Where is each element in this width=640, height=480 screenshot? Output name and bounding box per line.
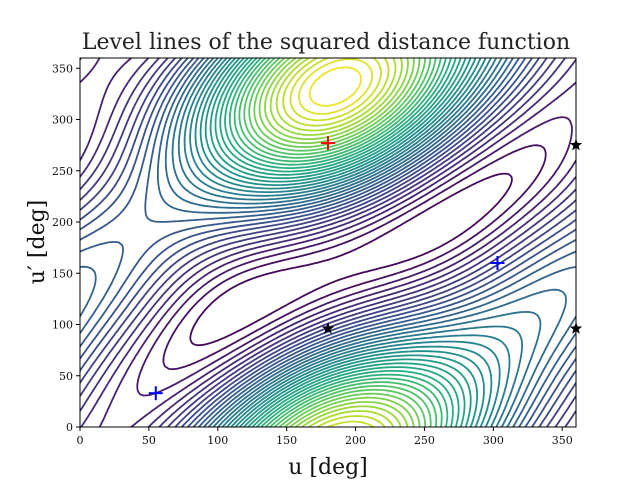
x-tick-label: 150: [276, 434, 297, 447]
contour-line: [80, 58, 576, 427]
contour-line: [80, 58, 576, 427]
x-tick-label: 200: [345, 434, 366, 447]
x-tick-label: 0: [77, 434, 84, 447]
saddle-star-marker: [321, 322, 335, 334]
y-tick-label: 350: [52, 62, 73, 75]
maximum-plus-marker: [321, 136, 335, 151]
contour-line: [248, 58, 427, 427]
y-tick-label: 50: [59, 370, 73, 383]
contour-line: [204, 58, 478, 427]
contour-line: [80, 58, 576, 427]
x-tick-label: 300: [483, 434, 504, 447]
contour-line: [214, 58, 466, 427]
chart-title: Level lines of the squared distance func…: [82, 30, 570, 55]
x-tick-label: 100: [207, 434, 228, 447]
contour-line: [189, 172, 513, 347]
y-tick-label: 0: [66, 421, 73, 434]
contour-line: [80, 58, 576, 427]
contour-line: [219, 58, 460, 427]
y-tick-label: 300: [52, 114, 73, 127]
contour-line: [136, 116, 573, 397]
contour-line: [162, 144, 547, 371]
plot-frame: [79, 57, 577, 428]
y-tick-label: 100: [52, 319, 73, 332]
y-tick-label: 150: [52, 267, 73, 280]
contour-line: [228, 58, 449, 427]
contour-line: [80, 58, 576, 427]
contour-line: [308, 66, 362, 107]
contour-line: [209, 58, 472, 427]
contour-line: [298, 58, 374, 115]
contour-line: [238, 58, 438, 427]
contour-line: [171, 58, 542, 427]
contour-line: [189, 58, 501, 427]
contour-line: [194, 58, 493, 427]
x-tick-label: 250: [414, 434, 435, 447]
y-axis-ticks: 0 50 100 150 200 250 300 350: [52, 62, 80, 434]
contour-line: [233, 58, 443, 427]
contour-line: [164, 58, 567, 427]
x-axis-label: u [deg]: [288, 455, 368, 480]
y-axis-label: u′ [deg]: [25, 200, 50, 285]
contour-line: [258, 58, 415, 427]
contour-line: [183, 58, 511, 427]
y-tick-label: 200: [52, 216, 73, 229]
x-tick-label: 350: [552, 434, 573, 447]
y-tick-label: 250: [52, 165, 73, 178]
minimum-plus-marker: [490, 256, 505, 270]
x-tick-label: 50: [142, 434, 156, 447]
minimum-plus-marker: [148, 386, 163, 401]
x-axis-ticks: 0 50 100 150 200 250 300 350: [77, 427, 573, 447]
